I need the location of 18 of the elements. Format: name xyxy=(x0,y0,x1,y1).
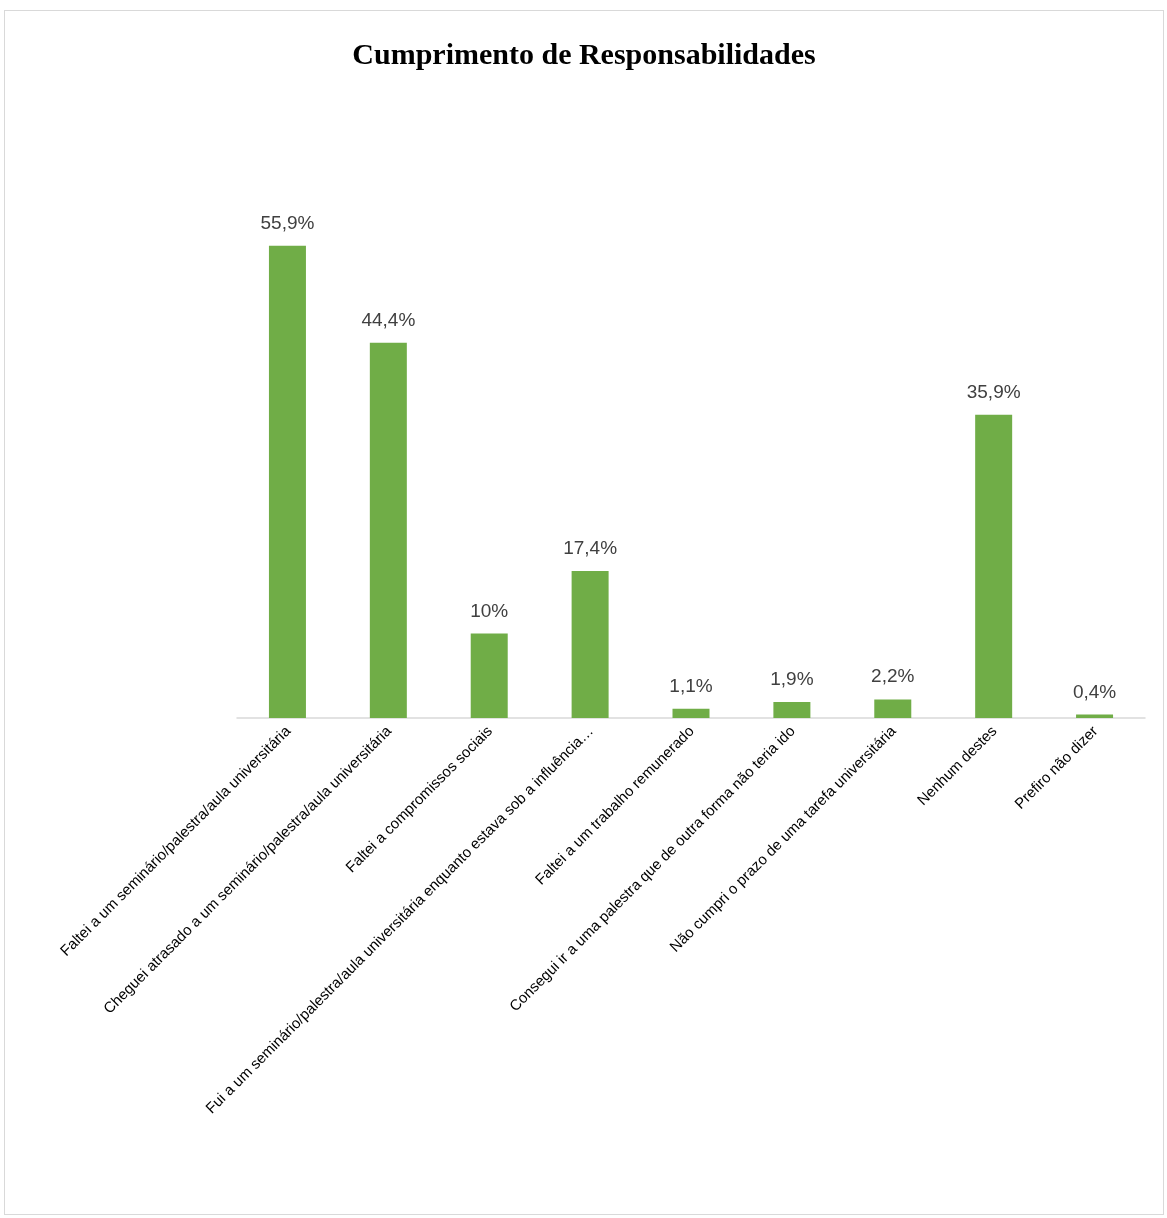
bar xyxy=(268,245,306,718)
bar xyxy=(874,699,912,718)
bar xyxy=(975,414,1013,718)
data-label: 44,4% xyxy=(361,308,416,330)
data-label: 0,4% xyxy=(1072,680,1117,702)
data-label: 55,9% xyxy=(260,211,315,233)
chart-title: Cumprimento de Responsabilidades xyxy=(352,36,816,70)
bar xyxy=(672,708,710,718)
data-label: 2,2% xyxy=(871,665,915,687)
bar xyxy=(773,701,811,718)
bar xyxy=(369,342,407,718)
data-label: 1,1% xyxy=(669,674,713,696)
data-label: 17,4% xyxy=(563,536,618,558)
bar xyxy=(571,570,609,718)
data-label: 1,9% xyxy=(770,667,814,689)
bar xyxy=(470,633,508,718)
data-label: 10% xyxy=(470,599,509,621)
data-label: 35,9% xyxy=(966,380,1021,402)
